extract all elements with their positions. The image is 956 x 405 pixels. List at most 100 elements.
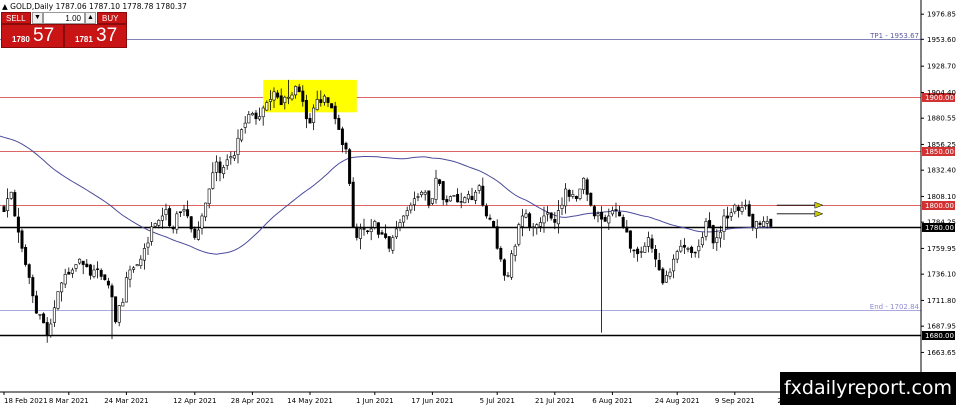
- candle: [445, 195, 449, 206]
- one-click-trading-panel: SELL ▼ ▲ BUY 1780 57 1781 37: [1, 12, 127, 48]
- candle: [542, 206, 546, 233]
- candle: [196, 221, 200, 241]
- candle: [632, 249, 636, 258]
- candle: [204, 202, 208, 222]
- level-price-tag: [922, 331, 955, 340]
- candle: [646, 231, 650, 253]
- candle: [438, 178, 442, 186]
- time-tick-label: 24 Mar 2021: [104, 397, 148, 405]
- candle: [312, 104, 316, 131]
- lot-size-input[interactable]: [43, 12, 85, 24]
- candle: [232, 151, 236, 161]
- lot-increase-button[interactable]: ▲: [85, 12, 96, 24]
- candle: [495, 219, 499, 250]
- candle: [538, 217, 542, 232]
- candle: [160, 207, 164, 229]
- candle: [448, 195, 452, 202]
- candle: [362, 218, 366, 236]
- candle: [618, 205, 622, 217]
- sell-price-prefix: 1780: [12, 35, 30, 44]
- candle: [668, 268, 672, 280]
- price-tick-label: 1832.40: [927, 167, 956, 175]
- candle: [567, 188, 571, 202]
- candle: [348, 147, 352, 187]
- candle: [254, 109, 258, 125]
- candle: [31, 274, 35, 304]
- candle: [351, 177, 355, 228]
- candle: [628, 230, 632, 253]
- candle: [589, 192, 593, 207]
- candle: [492, 220, 496, 228]
- buy-price-prefix: 1781: [75, 35, 93, 44]
- buy-button[interactable]: BUY: [97, 12, 127, 24]
- candle: [193, 226, 197, 240]
- buy-price-box[interactable]: 1781 37: [64, 24, 127, 48]
- candle: [463, 196, 467, 204]
- candle: [88, 263, 92, 280]
- level-price-tag: [922, 223, 955, 232]
- candle: [178, 211, 182, 218]
- projection-arrows: [776, 201, 824, 218]
- candle: [510, 250, 514, 280]
- candle: [502, 258, 506, 281]
- candle: [229, 151, 233, 165]
- price-tick-label: 1928.70: [927, 63, 956, 71]
- candle: [531, 223, 535, 237]
- candle: [344, 141, 348, 154]
- candle: [301, 85, 305, 107]
- candle: [621, 214, 625, 229]
- candle: [704, 217, 708, 241]
- candle: [614, 202, 618, 218]
- sell-button[interactable]: SELL: [1, 12, 31, 24]
- candle: [751, 213, 755, 231]
- candle: [625, 220, 629, 233]
- price-tick-label: 1663.65: [927, 349, 956, 357]
- candle: [729, 208, 733, 221]
- sell-price-box[interactable]: 1780 57: [1, 24, 64, 48]
- time-tick-label: 1 Jun 2021: [356, 397, 394, 405]
- candle: [182, 204, 186, 216]
- candle: [333, 101, 337, 125]
- symbol-header: ▲ GOLD,Daily 1787.06 1787.10 1778.78 178…: [2, 2, 187, 11]
- candle: [236, 129, 240, 164]
- candle: [672, 254, 676, 279]
- time-tick-label: 18 Feb 2021: [4, 397, 48, 405]
- candle: [175, 211, 179, 234]
- level-label: End - 1702.84: [870, 303, 920, 311]
- candle: [391, 234, 395, 254]
- level-price-tag: [922, 201, 955, 210]
- price-tick-label: 1736.10: [927, 271, 956, 279]
- level-price-tag-text: 1780.00: [925, 224, 954, 232]
- level-price-tag-text: 1680.00: [925, 332, 954, 340]
- level-price-tag-text: 1900.00: [925, 94, 954, 102]
- candle: [52, 300, 56, 327]
- candle: [297, 83, 301, 93]
- candle: [168, 205, 172, 228]
- candle: [214, 155, 218, 182]
- time-tick-label: 6 Aug 2021: [592, 397, 632, 405]
- candle: [459, 192, 463, 209]
- candle: [715, 229, 719, 251]
- candle: [258, 107, 262, 121]
- candle: [686, 246, 690, 253]
- candle: [708, 212, 712, 228]
- candle: [430, 198, 434, 205]
- price-tick-label: 1687.95: [927, 323, 956, 331]
- candle: [693, 251, 697, 258]
- candle: [218, 156, 222, 182]
- candle: [639, 246, 643, 258]
- candle: [535, 223, 539, 235]
- candle: [142, 243, 146, 270]
- candle: [769, 218, 773, 229]
- price-tick-label: 1880.55: [927, 115, 956, 123]
- candle: [682, 238, 686, 255]
- candle: [286, 79, 290, 105]
- candle: [697, 239, 701, 259]
- candle: [132, 266, 136, 273]
- lot-decrease-button[interactable]: ▼: [32, 12, 43, 24]
- candle: [49, 318, 53, 338]
- candle: [85, 259, 89, 268]
- candle: [556, 200, 560, 234]
- candle: [45, 317, 49, 343]
